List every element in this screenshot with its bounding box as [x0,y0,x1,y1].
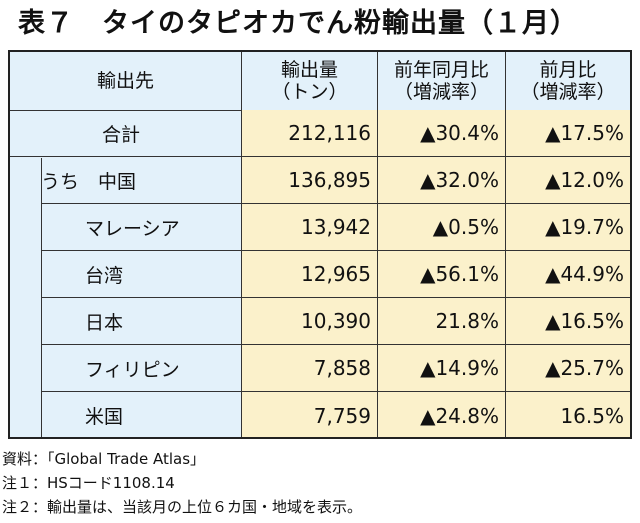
mom-cell: ▲25.7% [506,345,630,392]
header-mom: 前月比 （増減率） [520,59,616,103]
table-header: 輸出先 輸出量 （トン） 前年同月比 （増減率） 前月比 （増減率） [10,52,630,111]
table-row: フィリピン 7,858 ▲14.9% ▲25.7% [10,345,630,392]
yoy-cell: ▲24.8% [378,392,506,437]
yoy-cell: ▲30.4% [378,110,506,157]
row-label: 日本 [41,298,242,345]
note-2: 注２：輸出量は、当該月の上位６カ国・地域を表示。 [2,498,363,516]
volume-cell: 136,895 [242,157,378,204]
volume-cell: 12,965 [242,251,378,298]
yoy-cell: 21.8% [378,298,506,345]
mom-cell: ▲12.0% [506,157,630,204]
volume-cell: 212,116 [242,110,378,157]
row-label: うち 中国 [41,157,242,204]
row-label: フィリピン [41,345,242,392]
mom-cell: 16.5% [506,392,630,437]
note-source: 資料：「Global Trade Atlas」 [2,450,206,468]
yoy-cell: ▲0.5% [378,204,506,251]
table-title: 表７ タイのタピオカでん粉輸出量（１月） [18,8,578,39]
mom-cell: ▲16.5% [506,298,630,345]
table-row: 台湾 12,965 ▲56.1% ▲44.9% [10,251,630,298]
table-row: うち 中国 136,895 ▲32.0% ▲12.0% [10,157,630,204]
header-destination: 輸出先 [10,52,242,110]
yoy-cell: ▲32.0% [378,157,506,204]
mom-cell: ▲44.9% [506,251,630,298]
mom-cell: ▲19.7% [506,204,630,251]
volume-cell: 7,858 [242,345,378,392]
indent-line [41,158,42,437]
note-1: 注１：HSコード1108.14 [2,474,175,492]
table-row: 合計 212,116 ▲30.4% ▲17.5% [10,110,630,157]
mom-cell: ▲17.5% [506,110,630,157]
volume-cell: 7,759 [242,392,378,437]
table-row: 米国 7,759 ▲24.8% 16.5% [10,392,630,437]
yoy-cell: ▲56.1% [378,251,506,298]
volume-cell: 10,390 [242,298,378,345]
export-table: 輸出先 輸出量 （トン） 前年同月比 （増減率） 前月比 （増減率） 合計 212… [8,50,632,439]
header-yoy: 前年同月比 （増減率） [378,52,506,110]
row-label: 米国 [41,392,242,437]
header-volume: 輸出量 （トン） [242,52,378,110]
table-row: マレーシア 13,942 ▲0.5% ▲19.7% [10,204,630,251]
row-label: 台湾 [41,251,242,298]
table-row: 日本 10,390 21.8% ▲16.5% [10,298,630,345]
row-label: 合計 [10,110,242,157]
row-label: マレーシア [41,204,242,251]
notes: 資料：「Global Trade Atlas」 注１：HSコード1108.14 … [2,447,362,519]
volume-cell: 13,942 [242,204,378,251]
yoy-cell: ▲14.9% [378,345,506,392]
